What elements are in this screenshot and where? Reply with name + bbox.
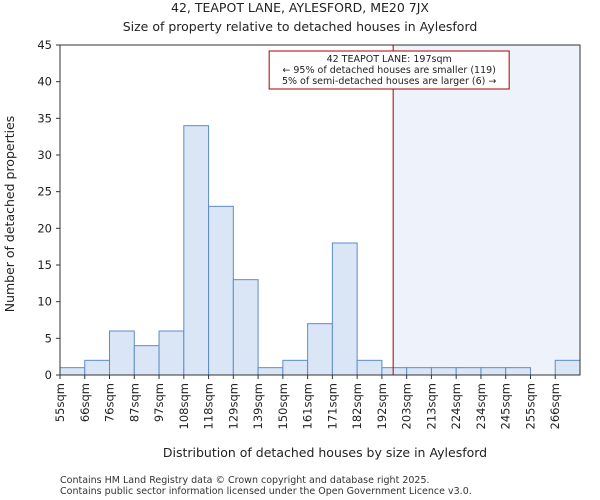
y-tick-label: 45 bbox=[37, 38, 52, 52]
y-tick-label: 35 bbox=[37, 111, 52, 125]
y-tick-label: 20 bbox=[37, 221, 52, 235]
plot-area: 0 5 10 15 20 25 30 35 40 45 55sqm 66sqm 76sqm 87sqm 97… bbox=[37, 38, 581, 429]
x-tick-label: 150sqm bbox=[276, 383, 290, 429]
bar bbox=[430, 367, 457, 376]
bar bbox=[381, 367, 408, 376]
bar bbox=[505, 367, 531, 376]
x-tick-label: 224sqm bbox=[449, 383, 463, 429]
bar bbox=[232, 279, 259, 376]
chart-title: 42, TEAPOT LANE, AYLESFORD, ME20 7JX bbox=[171, 0, 429, 15]
bar bbox=[84, 359, 111, 376]
x-tick-label: 182sqm bbox=[350, 383, 364, 429]
bar bbox=[109, 330, 135, 376]
y-tick-label: 10 bbox=[37, 295, 52, 309]
footer-copyright: Contains HM Land Registry data © Crown c… bbox=[60, 475, 430, 486]
bar bbox=[208, 205, 234, 376]
bar bbox=[183, 125, 210, 376]
plot-frame bbox=[59, 44, 581, 376]
footer-licence: Contains public sector information licen… bbox=[60, 486, 472, 497]
bar bbox=[307, 323, 333, 376]
bar bbox=[331, 242, 358, 376]
bar bbox=[455, 367, 482, 376]
bar bbox=[158, 330, 185, 376]
bar bbox=[554, 359, 581, 376]
x-tick-label: 139sqm bbox=[251, 383, 265, 429]
x-tick-label: 129sqm bbox=[226, 383, 240, 429]
chart-subtitle: Size of property relative to detached ho… bbox=[123, 19, 478, 34]
x-tick-label: 97sqm bbox=[152, 383, 166, 422]
x-tick-label: 66sqm bbox=[78, 383, 92, 422]
x-tick-label: 118sqm bbox=[202, 383, 216, 429]
x-tick-label: 245sqm bbox=[499, 383, 513, 429]
bar bbox=[59, 367, 86, 376]
y-axis-label: Number of detached properties bbox=[2, 116, 17, 313]
x-tick-label: 87sqm bbox=[127, 383, 141, 422]
x-tick-label: 161sqm bbox=[301, 383, 315, 429]
bar bbox=[133, 345, 160, 376]
x-tick-label: 55sqm bbox=[53, 383, 67, 422]
annotation-box bbox=[268, 50, 510, 90]
x-tick-label: 213sqm bbox=[424, 383, 438, 429]
x-tick-label: 171sqm bbox=[325, 383, 339, 429]
y-tick-label: 40 bbox=[37, 75, 52, 89]
x-tick-label: 255sqm bbox=[523, 383, 537, 429]
x-tick-label: 108sqm bbox=[177, 383, 191, 429]
annotation-line-3: 5% of semi-detached houses are larger (6… bbox=[282, 76, 496, 87]
x-tick-label: 234sqm bbox=[474, 383, 488, 429]
x-tick-label: 192sqm bbox=[375, 383, 389, 429]
y-tick-label: 0 bbox=[45, 368, 52, 382]
x-tick-label: 203sqm bbox=[400, 383, 414, 429]
bar bbox=[406, 367, 432, 376]
x-tick-label: 76sqm bbox=[103, 383, 117, 422]
y-tick-label: 25 bbox=[37, 185, 52, 199]
bar bbox=[356, 359, 383, 376]
y-tick-label: 15 bbox=[37, 258, 52, 272]
y-tick-label: 30 bbox=[37, 148, 52, 162]
x-tick-label: 266sqm bbox=[548, 383, 562, 429]
y-tick-label: 5 bbox=[45, 331, 52, 345]
annotation-line-1: 42 TEAPOT LANE: 197sqm bbox=[327, 54, 452, 65]
x-axis-label: Distribution of detached houses by size … bbox=[163, 445, 487, 460]
bar bbox=[282, 359, 309, 376]
highlight-region bbox=[393, 45, 580, 375]
annotation-line-2: ← 95% of detached houses are smaller (11… bbox=[282, 65, 495, 76]
bar bbox=[257, 367, 284, 376]
bar bbox=[480, 367, 507, 376]
